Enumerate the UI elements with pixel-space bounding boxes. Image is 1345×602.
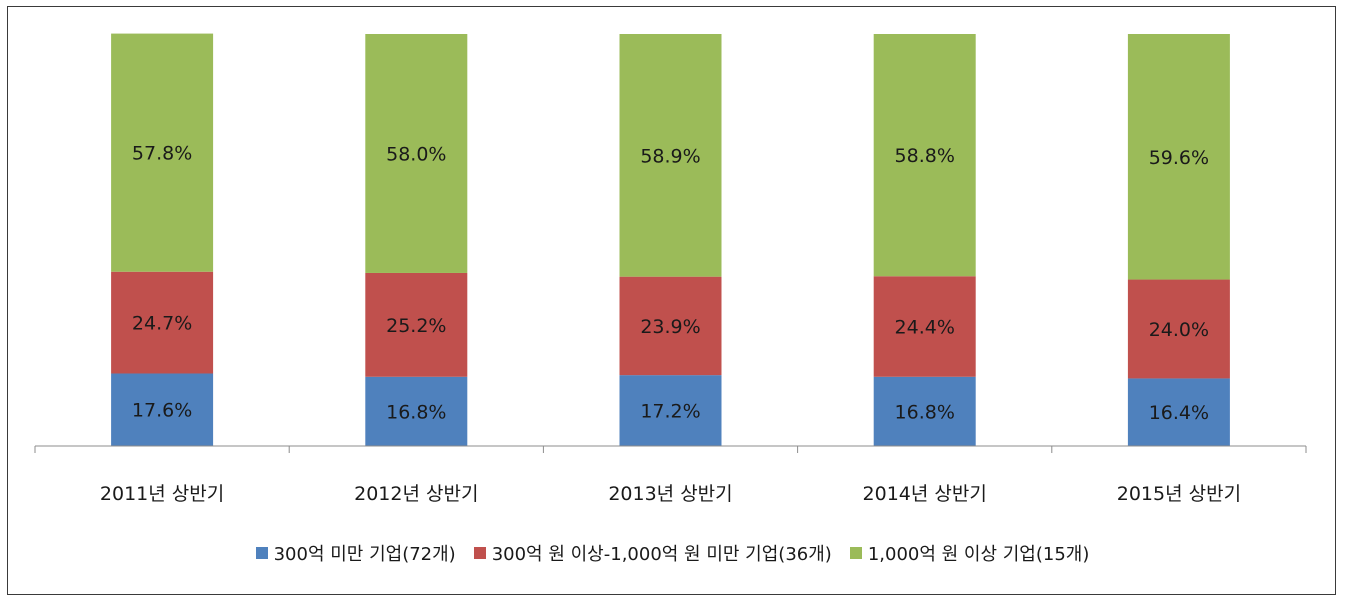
category-label-3: 2014년 상반기	[863, 483, 987, 505]
legend-label-series-1: 300억 원 이상-1,000억 원 미만 기업(36개)	[491, 544, 832, 565]
category-label-2: 2013년 상반기	[608, 483, 732, 505]
legend-item-series-1: 300억 원 이상-1,000억 원 미만 기업(36개)	[473, 540, 832, 566]
bar-segment-0-2	[619, 375, 722, 446]
legend-swatch-series-1	[473, 547, 486, 559]
bar-segment-0-1	[365, 376, 468, 446]
bar-segment-1-1	[365, 272, 468, 377]
legend-swatch-series-0	[255, 547, 268, 559]
bar-segment-2-0	[111, 33, 214, 272]
legend-label-series-0: 300억 미만 기업(72개)	[273, 544, 456, 565]
bar-segment-1-0	[111, 271, 214, 374]
bar-segment-2-4	[1127, 34, 1230, 280]
category-label-0: 2011년 상반기	[100, 483, 224, 505]
legend-item-series-0: 300억 미만 기업(72개)	[255, 540, 456, 566]
bar-segment-1-4	[1127, 279, 1230, 379]
data-label-0-4: 16.4%	[1149, 402, 1209, 424]
data-label-2-2: 58.9%	[640, 145, 700, 167]
bar-segment-1-2	[619, 276, 722, 376]
data-label-0-1: 16.8%	[386, 401, 446, 423]
data-label-0-0: 17.6%	[132, 400, 192, 422]
legend: 300억 미만 기업(72개) 300억 원 이상-1,000억 원 미만 기업…	[0, 540, 1345, 566]
bar-segment-0-3	[873, 376, 976, 446]
data-label-1-2: 23.9%	[640, 316, 700, 338]
data-label-1-0: 24.7%	[132, 313, 192, 335]
bar-segment-2-2	[619, 34, 722, 277]
data-label-2-1: 58.0%	[386, 143, 446, 165]
bar-segment-2-1	[365, 34, 468, 273]
bar-segment-1-3	[873, 276, 976, 377]
bar-segment-0-0	[111, 373, 214, 446]
data-label-0-3: 16.8%	[895, 401, 955, 423]
data-label-1-4: 24.0%	[1149, 319, 1209, 341]
legend-item-series-2: 1,000억 원 이상 기업(15개)	[849, 540, 1090, 566]
category-label-4: 2015년 상반기	[1117, 483, 1241, 505]
legend-label-series-2: 1,000억 원 이상 기업(15개)	[867, 544, 1090, 565]
bar-segment-2-3	[873, 34, 976, 277]
data-label-0-2: 17.2%	[640, 401, 700, 423]
category-label-1: 2012년 상반기	[354, 483, 478, 505]
data-label-2-3: 58.8%	[895, 145, 955, 167]
data-label-1-1: 25.2%	[386, 315, 446, 337]
data-label-1-3: 24.4%	[895, 317, 955, 339]
data-label-2-0: 57.8%	[132, 143, 192, 165]
legend-swatch-series-2	[849, 547, 862, 559]
data-label-2-4: 59.6%	[1149, 147, 1209, 169]
bar-segment-0-4	[1127, 378, 1230, 446]
